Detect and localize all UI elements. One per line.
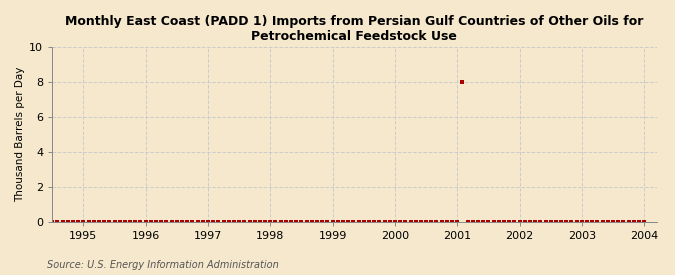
Title: Monthly East Coast (PADD 1) Imports from Persian Gulf Countries of Other Oils fo: Monthly East Coast (PADD 1) Imports from… [65, 15, 644, 43]
Y-axis label: Thousand Barrels per Day: Thousand Barrels per Day [15, 67, 25, 202]
Text: Source: U.S. Energy Information Administration: Source: U.S. Energy Information Administ… [47, 260, 279, 270]
